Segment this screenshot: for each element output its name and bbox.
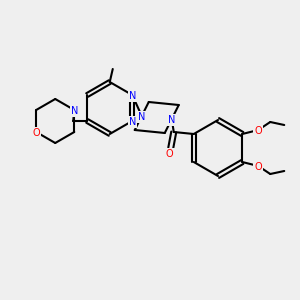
Text: N: N xyxy=(129,91,136,101)
Text: N: N xyxy=(168,115,176,125)
Text: O: O xyxy=(254,162,262,172)
Text: N: N xyxy=(138,112,146,122)
Text: O: O xyxy=(254,126,262,136)
Text: N: N xyxy=(129,117,136,127)
Text: O: O xyxy=(32,128,40,138)
Text: O: O xyxy=(166,149,174,159)
Text: N: N xyxy=(70,106,78,116)
